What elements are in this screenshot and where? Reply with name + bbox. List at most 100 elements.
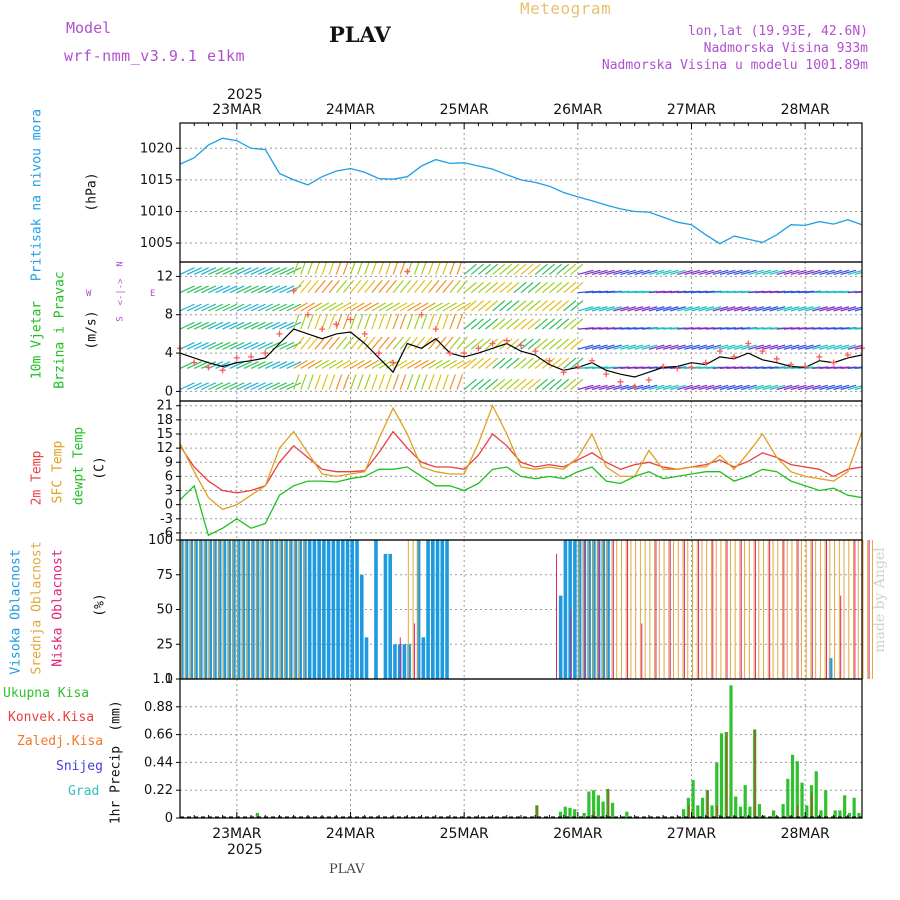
y-tick-label: 6 — [165, 469, 173, 484]
wind-barb — [257, 341, 273, 350]
wind-barb — [677, 384, 693, 391]
y-tick-label: 21 — [156, 399, 173, 414]
gust-point — [702, 359, 709, 366]
gust-point — [617, 378, 624, 385]
gust-point — [404, 268, 411, 275]
y-tick-label: 0 — [165, 498, 173, 513]
wind-barb — [499, 378, 513, 390]
wind-barb — [364, 374, 371, 390]
wind-barb — [407, 302, 422, 312]
wind-barb — [826, 269, 843, 276]
wind-barb — [378, 280, 390, 294]
wind-barb — [208, 321, 224, 330]
high-cloud-bar — [397, 644, 402, 679]
wind-barb — [847, 270, 862, 276]
wind-barb — [812, 306, 828, 312]
wind-barb — [470, 318, 484, 330]
high-cloud-bar — [260, 540, 265, 679]
wind-barb — [527, 338, 541, 350]
wind-barb — [556, 357, 570, 369]
wind-barb — [186, 267, 202, 276]
wind-barb — [620, 306, 637, 312]
wind-barb — [314, 262, 321, 275]
wind-barb — [250, 341, 266, 350]
wind-barb — [847, 344, 862, 350]
wind-barb — [513, 263, 527, 275]
wind-barb — [477, 378, 492, 390]
high-cloud-bar — [241, 540, 246, 679]
wind-barb — [527, 357, 541, 369]
total-precip-bar — [691, 780, 695, 818]
wind-barb — [180, 285, 195, 294]
wind-barb — [755, 344, 772, 350]
wind-barb — [421, 280, 433, 294]
high-cloud-bar — [255, 540, 260, 679]
gust-point — [560, 369, 567, 376]
wind-barb — [641, 384, 658, 391]
wind-barb — [527, 300, 541, 312]
wind-barb — [335, 374, 343, 390]
wind-barb — [755, 290, 772, 294]
wind-barb — [428, 262, 434, 275]
total-precip-bar — [857, 812, 861, 818]
total-precip-bar — [625, 811, 629, 818]
wind-barb — [527, 378, 541, 390]
wind-barb — [208, 382, 224, 391]
wind-barb — [762, 366, 779, 370]
wind-barb — [222, 267, 238, 276]
wind-barb — [613, 290, 630, 294]
wind-barb — [506, 378, 520, 390]
wind-barb — [314, 359, 330, 369]
wind-barb — [591, 290, 609, 294]
wind-barb — [698, 306, 715, 312]
wind-barb — [556, 338, 570, 350]
wind-barb — [762, 384, 779, 391]
wind-barb — [541, 300, 555, 312]
wind-barb — [620, 327, 637, 330]
wind-barb — [208, 341, 224, 350]
wind-barb — [733, 344, 750, 350]
wind-barb — [371, 280, 383, 294]
wind-barb — [755, 327, 772, 330]
wind-barb — [577, 384, 594, 391]
y-tick-label: 9 — [165, 455, 173, 470]
wind-barb — [243, 303, 259, 312]
wind-barb — [193, 361, 209, 369]
wind-barb — [726, 306, 743, 312]
wind-barb — [513, 318, 527, 330]
wind-barb — [243, 382, 259, 391]
wind-barb — [705, 290, 722, 294]
gust-point — [546, 357, 553, 364]
wind-barb — [321, 280, 333, 294]
wind-barb — [307, 336, 319, 350]
wind-barb — [321, 262, 328, 275]
wind-barb — [186, 341, 202, 350]
wind-barb — [797, 306, 814, 312]
wind-barb — [328, 359, 344, 369]
wind-barb — [733, 269, 750, 276]
wind-barb — [463, 318, 477, 330]
wind-barb — [712, 290, 729, 294]
wind-barb — [279, 341, 295, 350]
compass-e: E — [150, 289, 156, 299]
wind-barb — [655, 269, 672, 276]
wind-barb — [420, 262, 427, 275]
wind-barb — [606, 366, 623, 370]
wind-barb — [748, 327, 765, 330]
wind-barb — [854, 346, 862, 350]
wind-barb — [790, 327, 807, 330]
wind-barb — [201, 285, 217, 294]
wind-barb — [570, 378, 584, 390]
wind-barb — [755, 366, 772, 370]
wind-barb — [257, 267, 273, 276]
y-tick-label: 1005 — [140, 236, 173, 251]
wind-arrows — [180, 262, 862, 391]
wind-barb — [520, 281, 534, 294]
high-cloud-bar — [184, 540, 189, 679]
wind-barb — [534, 378, 548, 390]
wind-barb — [591, 366, 609, 370]
wind-barb — [741, 384, 757, 391]
wind-barb — [741, 344, 757, 350]
wind-barb — [748, 290, 765, 294]
wind-barb — [698, 344, 715, 350]
